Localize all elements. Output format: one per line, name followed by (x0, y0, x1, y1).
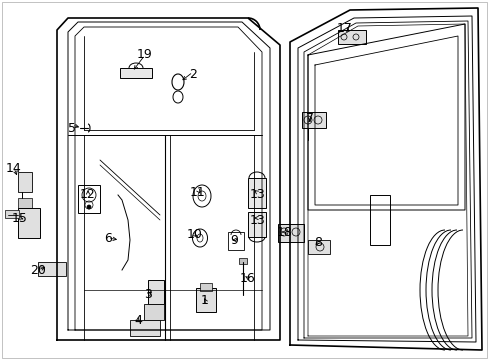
Text: 1: 1 (201, 293, 208, 306)
Text: 15: 15 (12, 211, 28, 225)
Bar (200, 283, 212, 291)
Bar (369, 195, 389, 245)
Bar (78, 185, 100, 213)
Bar (143, 304, 163, 320)
Circle shape (87, 205, 91, 209)
Bar (278, 224, 304, 242)
Text: 18: 18 (277, 225, 292, 238)
Text: 11: 11 (190, 185, 205, 198)
Text: 16: 16 (240, 271, 255, 284)
Bar (227, 232, 244, 250)
Bar (18, 208, 40, 238)
Text: 4: 4 (134, 314, 142, 327)
Text: 10: 10 (187, 229, 203, 242)
Text: 13: 13 (250, 189, 265, 202)
Bar (302, 112, 325, 128)
Text: 2: 2 (189, 68, 197, 81)
Bar (18, 172, 32, 192)
Bar (148, 280, 163, 304)
Text: 13: 13 (250, 213, 265, 226)
Text: 5: 5 (68, 122, 76, 135)
Bar (120, 68, 152, 78)
Bar (5, 210, 19, 218)
Bar (337, 30, 365, 44)
Bar (38, 262, 66, 276)
Bar (239, 258, 246, 264)
Bar (247, 212, 265, 237)
Bar (247, 178, 265, 208)
Text: 20: 20 (30, 264, 46, 276)
Text: 12: 12 (80, 189, 96, 202)
Bar (130, 320, 160, 336)
Text: 19: 19 (137, 49, 153, 62)
Text: 7: 7 (305, 112, 313, 125)
Text: 8: 8 (313, 235, 321, 248)
Text: 9: 9 (229, 234, 238, 247)
Bar (196, 288, 216, 312)
Bar (18, 198, 32, 208)
Text: 6: 6 (104, 231, 112, 244)
Text: 3: 3 (144, 288, 152, 302)
Text: 14: 14 (6, 162, 22, 175)
Bar (307, 240, 329, 254)
Text: 17: 17 (336, 22, 352, 35)
